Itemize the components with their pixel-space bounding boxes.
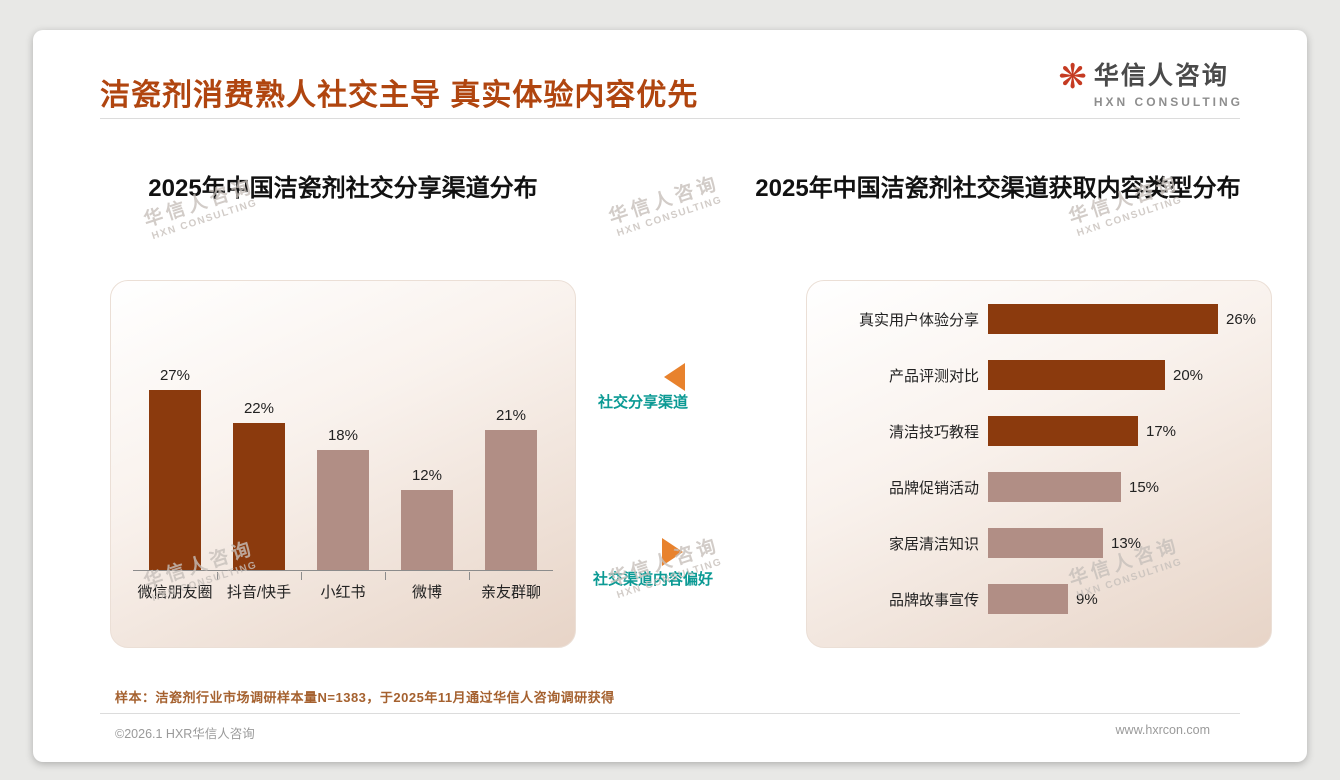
watermark: 华信人咨询 HXN CONSULTING [605,168,726,240]
footer-copyright: ©2026.1 HXR华信人咨询 [115,727,255,741]
bar [148,390,201,570]
footer-divider [100,713,1240,714]
bar-row: 品牌故事宣传 9% [831,571,1265,627]
bar-row: 清洁技巧教程 17% [831,403,1265,459]
arrow-left-icon [664,363,685,391]
bar [484,430,537,570]
bar [316,450,369,570]
category-label: 小红书 [301,572,385,602]
category-label: 家居清洁知识 [888,535,979,553]
bar-row: 产品评测对比 20% [831,347,1265,403]
bar-row: 真实用户体验分享 26% [831,291,1265,347]
bar [988,304,1218,334]
bar-value-label: 21% [495,407,526,424]
bar [232,423,285,570]
watermark-line2: HXN CONSULTING [615,194,724,240]
category-label: 微信朋友圈 [137,584,213,601]
bar-value-label: 27% [159,367,190,384]
logo-company-name: 华信人咨询 [1093,62,1229,90]
category-label: 亲友群聊 [469,572,553,602]
category-label: 真实用户体验分享 [858,311,979,329]
bar [988,360,1165,390]
bar-value-label: 20% [1173,366,1204,384]
bar [988,528,1103,558]
bar [400,490,453,570]
category-label: 抖音/快手 [217,572,301,602]
footer-website: www.hxrcon.com [1115,723,1210,737]
callout-share-channels: 社交分享渠道 [597,394,688,411]
bar-value-label: 12% [411,467,442,484]
logo-company-subtitle: HXN CONSULTING [1093,95,1243,109]
bar-row: 品牌促销活动 15% [831,459,1265,515]
slide-card: 洁瓷剂消费熟人社交主导 真实体验内容优先 ❋ 华信人咨询 HXN CONSULT… [33,30,1307,762]
category-label: 微博 [385,572,469,602]
bar-value-label: 15% [1129,478,1160,496]
bar-column: 18% [303,427,383,570]
vcat-row: 微信朋友圈 抖音/快手 小红书 微博 亲友群聊 [133,572,553,602]
arrow-right-icon [662,538,683,566]
sample-note: 样本：洁瓷剂行业市场调研样本量N=1383，于2025年11月通过华信人咨询调研… [115,690,615,705]
bar-value-label: 18% [327,427,358,444]
header-divider [100,118,1240,119]
category-label: 产品评测对比 [888,367,979,385]
bar-row: 家居清洁知识 13% [831,515,1265,571]
bar [988,584,1068,614]
category-label: 品牌故事宣传 [888,591,979,609]
category-label: 品牌促销活动 [888,479,979,497]
left-chart-title: 2025年中国洁瓷剂社交分享渠道分布 [148,175,538,202]
company-logo: ❋ 华信人咨询 HXN CONSULTING [1058,56,1243,109]
bar-value-label: 26% [1226,310,1257,328]
bar [988,472,1121,502]
callout-content-preference: 社交渠道内容偏好 [592,571,713,588]
bar-value-label: 9% [1076,590,1098,608]
right-chart-title: 2025年中国洁瓷剂社交渠道获取内容类型分布 [755,175,1241,202]
bar-value-label: 17% [1146,422,1177,440]
bar-value-label: 13% [1111,534,1142,552]
left-chart-panel: 27% 22% 18% 12% 21% 微信朋友圈 抖音/快手 小红书 微博 亲友群聊 [110,280,576,648]
bar-column: 27% [135,367,215,570]
flower-logo-icon: ❋ [1058,58,1087,96]
bar-value-label: 22% [243,400,274,417]
page-title: 洁瓷剂消费熟人社交主导 真实体验内容优先 [100,79,699,112]
bar-column: 12% [387,467,467,570]
right-chart-panel: 真实用户体验分享 26% 产品评测对比 20% 清洁技巧教程 17% 品牌促销活动 15% 家居… [806,280,1272,648]
vbar-area: 27% 22% 18% 12% 21% [133,281,553,571]
bar-column: 21% [471,407,551,570]
hbar-rows: 真实用户体验分享 26% 产品评测对比 20% 清洁技巧教程 17% 品牌促销活动 15% 家居… [831,291,1265,627]
watermark-line2: HXN CONSULTING [150,197,259,243]
category-label: 清洁技巧教程 [888,423,979,441]
bar [988,416,1138,446]
logo-text-block: 华信人咨询 HXN CONSULTING [1094,56,1243,109]
bar-column: 22% [219,400,299,570]
